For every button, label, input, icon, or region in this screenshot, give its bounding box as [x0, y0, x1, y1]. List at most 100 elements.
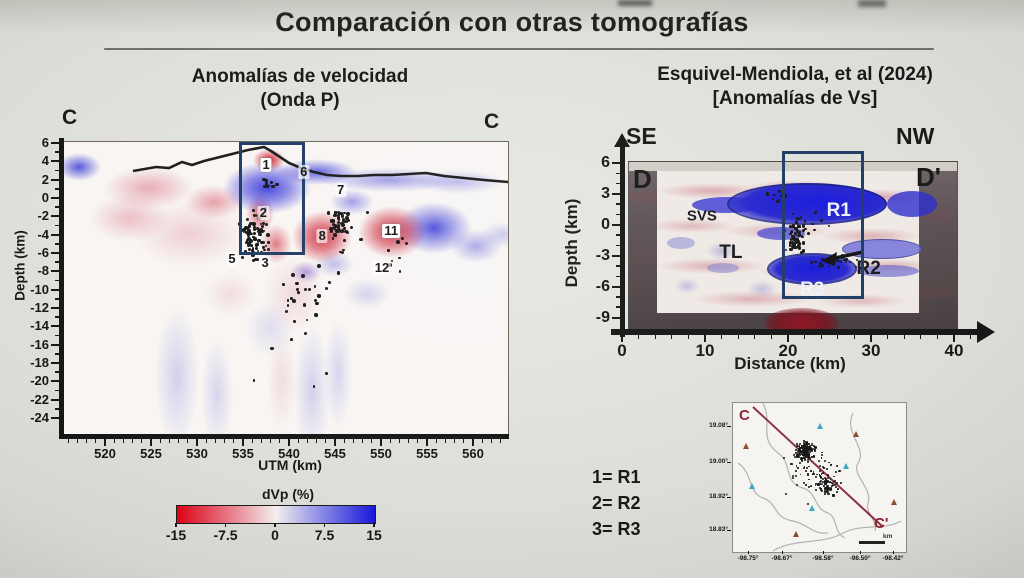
map-x-tick-label: -98.75° — [737, 555, 759, 562]
seismicity-dot — [814, 260, 817, 263]
epicenter-dot — [802, 456, 806, 459]
epicenter-dot — [804, 452, 807, 455]
seismicity-dot — [775, 199, 779, 203]
seismicity-dot — [252, 235, 255, 239]
epicenter-dot — [814, 484, 817, 487]
epicenter-dot — [830, 464, 832, 466]
epicenter-dot — [805, 446, 808, 449]
depth-tick-label: 2 — [41, 171, 49, 187]
anomaly-label-8: 8 — [316, 227, 328, 243]
seismicity-dot — [245, 217, 250, 222]
map-x-tick-label: -98.50° — [849, 555, 871, 562]
right-distance-axis-label: Distance (km) — [734, 354, 846, 373]
depth-tick-major — [51, 288, 60, 291]
utm-tick-minor — [233, 438, 235, 443]
epicenter-dot — [803, 482, 806, 485]
seismicity-dot — [333, 233, 337, 237]
utm-tick-minor — [352, 438, 354, 443]
epicenter-dot — [798, 452, 801, 455]
seismicity-dot — [331, 236, 335, 240]
epicenter-dot — [803, 458, 807, 461]
seismicity-dot — [251, 247, 255, 250]
utm-tick-minor — [159, 438, 161, 443]
seismicity-dot — [801, 235, 805, 239]
seismicity-dot — [332, 224, 336, 228]
region-label-tl: TL — [719, 241, 743, 263]
epicenter-map: C C' km — [732, 402, 907, 553]
seismicity-dot — [821, 258, 824, 261]
epicenter-dot — [796, 445, 799, 448]
utm-tick-minor — [251, 438, 253, 443]
epicenter-dot — [806, 452, 809, 455]
epicenter-dot — [820, 473, 823, 475]
map-x-tick-label: -98.58° — [812, 555, 834, 562]
distance-axis-arrow-icon — [977, 321, 995, 343]
epicenter-dot — [797, 447, 801, 450]
depth-tick-minor — [616, 203, 621, 205]
epicenter-dot — [810, 469, 813, 472]
seismicity-dot — [339, 211, 343, 216]
distance-tick-minor — [671, 335, 673, 339]
epicenter-dot — [805, 441, 809, 445]
seismicity-dot — [347, 219, 350, 223]
seismicity-dot — [286, 299, 290, 302]
map-x-tick-label: -98.67° — [771, 555, 793, 562]
seismicity-dot — [809, 261, 813, 265]
epicenter-dot — [817, 459, 820, 462]
region-label-r3: R3 — [800, 278, 825, 300]
seismicity-dot — [798, 217, 802, 221]
colorbar-tick — [373, 523, 375, 527]
epicenter-dot — [808, 486, 811, 489]
utm-tick-minor — [67, 438, 69, 443]
seismicity-dot — [245, 230, 249, 234]
seismicity-dot — [330, 219, 333, 222]
utm-tick-major — [242, 438, 244, 446]
seismicity-dot — [794, 228, 798, 232]
utm-tick-minor — [481, 438, 483, 443]
seismicity-dots-layer — [629, 162, 957, 332]
depth-tick-major — [51, 398, 60, 401]
epicenter-dot — [827, 487, 830, 490]
seismicity-dot — [256, 240, 260, 244]
seismicity-dot — [259, 230, 263, 233]
epicenter-dot — [803, 454, 806, 457]
epicenter-dot — [798, 462, 801, 465]
seismicity-dot — [325, 372, 328, 376]
epicenter-dot — [796, 454, 798, 456]
seismicity-dot — [814, 211, 817, 214]
epicenter-dot — [825, 479, 827, 482]
depth-tick-minor — [55, 224, 60, 227]
epicenter-dot — [804, 447, 806, 449]
seismicity-dot — [793, 238, 796, 241]
epicenter-dot — [803, 446, 806, 448]
seismicity-dot — [765, 192, 769, 196]
seismicity-dot — [799, 250, 803, 254]
utm-tick-minor — [454, 438, 456, 443]
epicenter-dot — [808, 446, 810, 449]
depth-tick-major — [51, 160, 60, 163]
epicenter-dot — [802, 454, 804, 457]
utm-tick-label: 550 — [370, 446, 392, 461]
seismicity-dot — [256, 249, 260, 253]
epicenter-dot — [815, 489, 818, 492]
epicenter-dot — [795, 469, 797, 472]
epicenter-dot — [808, 446, 811, 449]
seismicity-dot — [262, 246, 265, 249]
seismicity-dot — [252, 379, 256, 382]
epicenter-dot — [837, 469, 840, 472]
depth-tick-minor — [55, 151, 60, 153]
seismicity-dot — [821, 264, 825, 267]
seismicity-dot — [337, 213, 340, 217]
epicenter-dot — [818, 474, 821, 477]
depth-tick-label: -20 — [30, 373, 49, 389]
epicenter-dot — [797, 444, 800, 447]
seismicity-dot — [244, 226, 248, 230]
epicenter-dot — [826, 489, 828, 491]
seismicity-dot — [264, 244, 268, 247]
distance-tick-minor — [804, 335, 806, 339]
seismicity-dot — [400, 236, 404, 240]
epicenter-dot — [806, 445, 808, 448]
epicenter-dot — [813, 449, 816, 452]
epicenter-dot — [827, 489, 830, 492]
seismicity-dot — [261, 230, 265, 234]
